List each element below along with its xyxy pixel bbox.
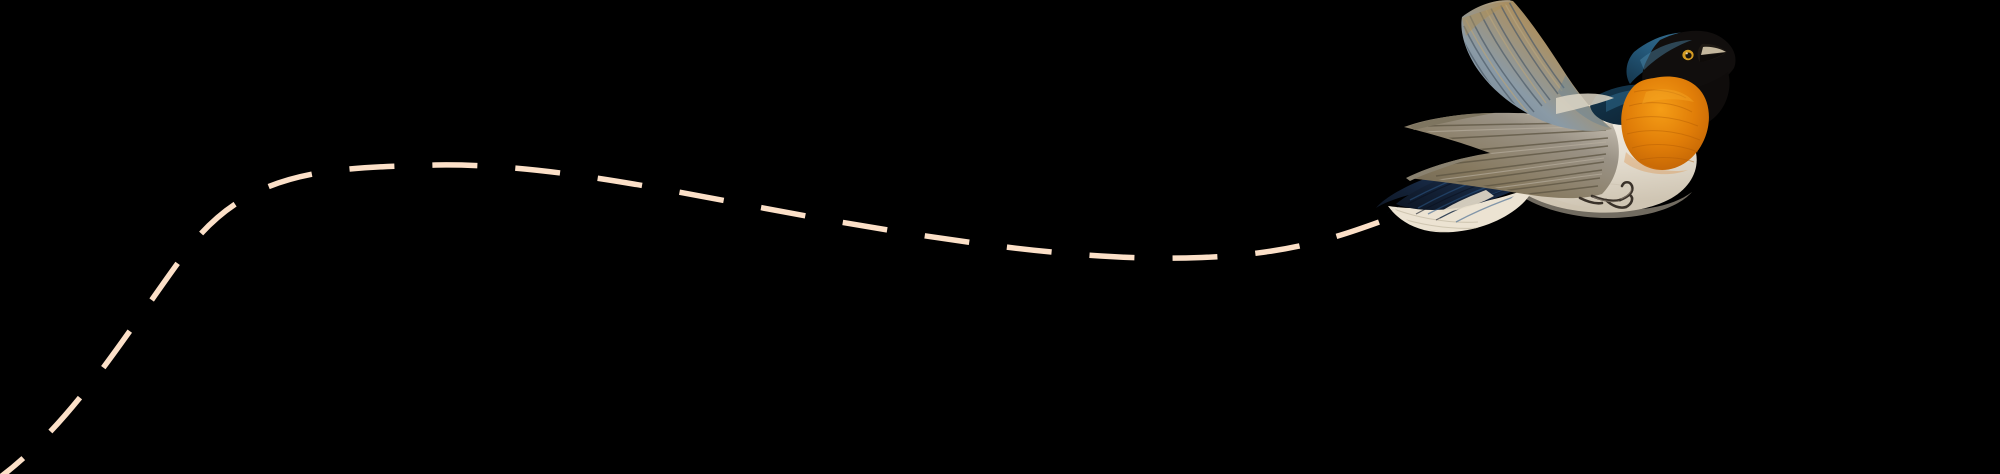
lower-wing-tip-lower xyxy=(1406,155,1480,181)
lower-wing-tip-upper xyxy=(1410,113,1494,130)
tail-fork-notch xyxy=(1440,190,1494,212)
scapular-patch xyxy=(1556,93,1614,114)
tail-tip-feathers xyxy=(1388,186,1534,233)
flight-path-dashed-curve xyxy=(0,162,1383,474)
throat-highlight-sheen xyxy=(1642,89,1694,104)
belly-shadow xyxy=(1506,176,1692,218)
feet-highlight xyxy=(1592,187,1632,203)
crown-gloss xyxy=(1640,40,1692,70)
feet xyxy=(1578,180,1634,209)
throat-breast xyxy=(1621,76,1709,175)
throat-texture xyxy=(1625,89,1701,163)
beak xyxy=(1697,43,1727,62)
upper-wing-tip xyxy=(1478,0,1512,8)
throat-belly-blend xyxy=(1624,152,1688,175)
throat-patch xyxy=(1621,76,1709,170)
upper-wing xyxy=(1461,0,1612,131)
eye xyxy=(1680,48,1696,62)
lower-wing-shape xyxy=(1404,112,1619,199)
